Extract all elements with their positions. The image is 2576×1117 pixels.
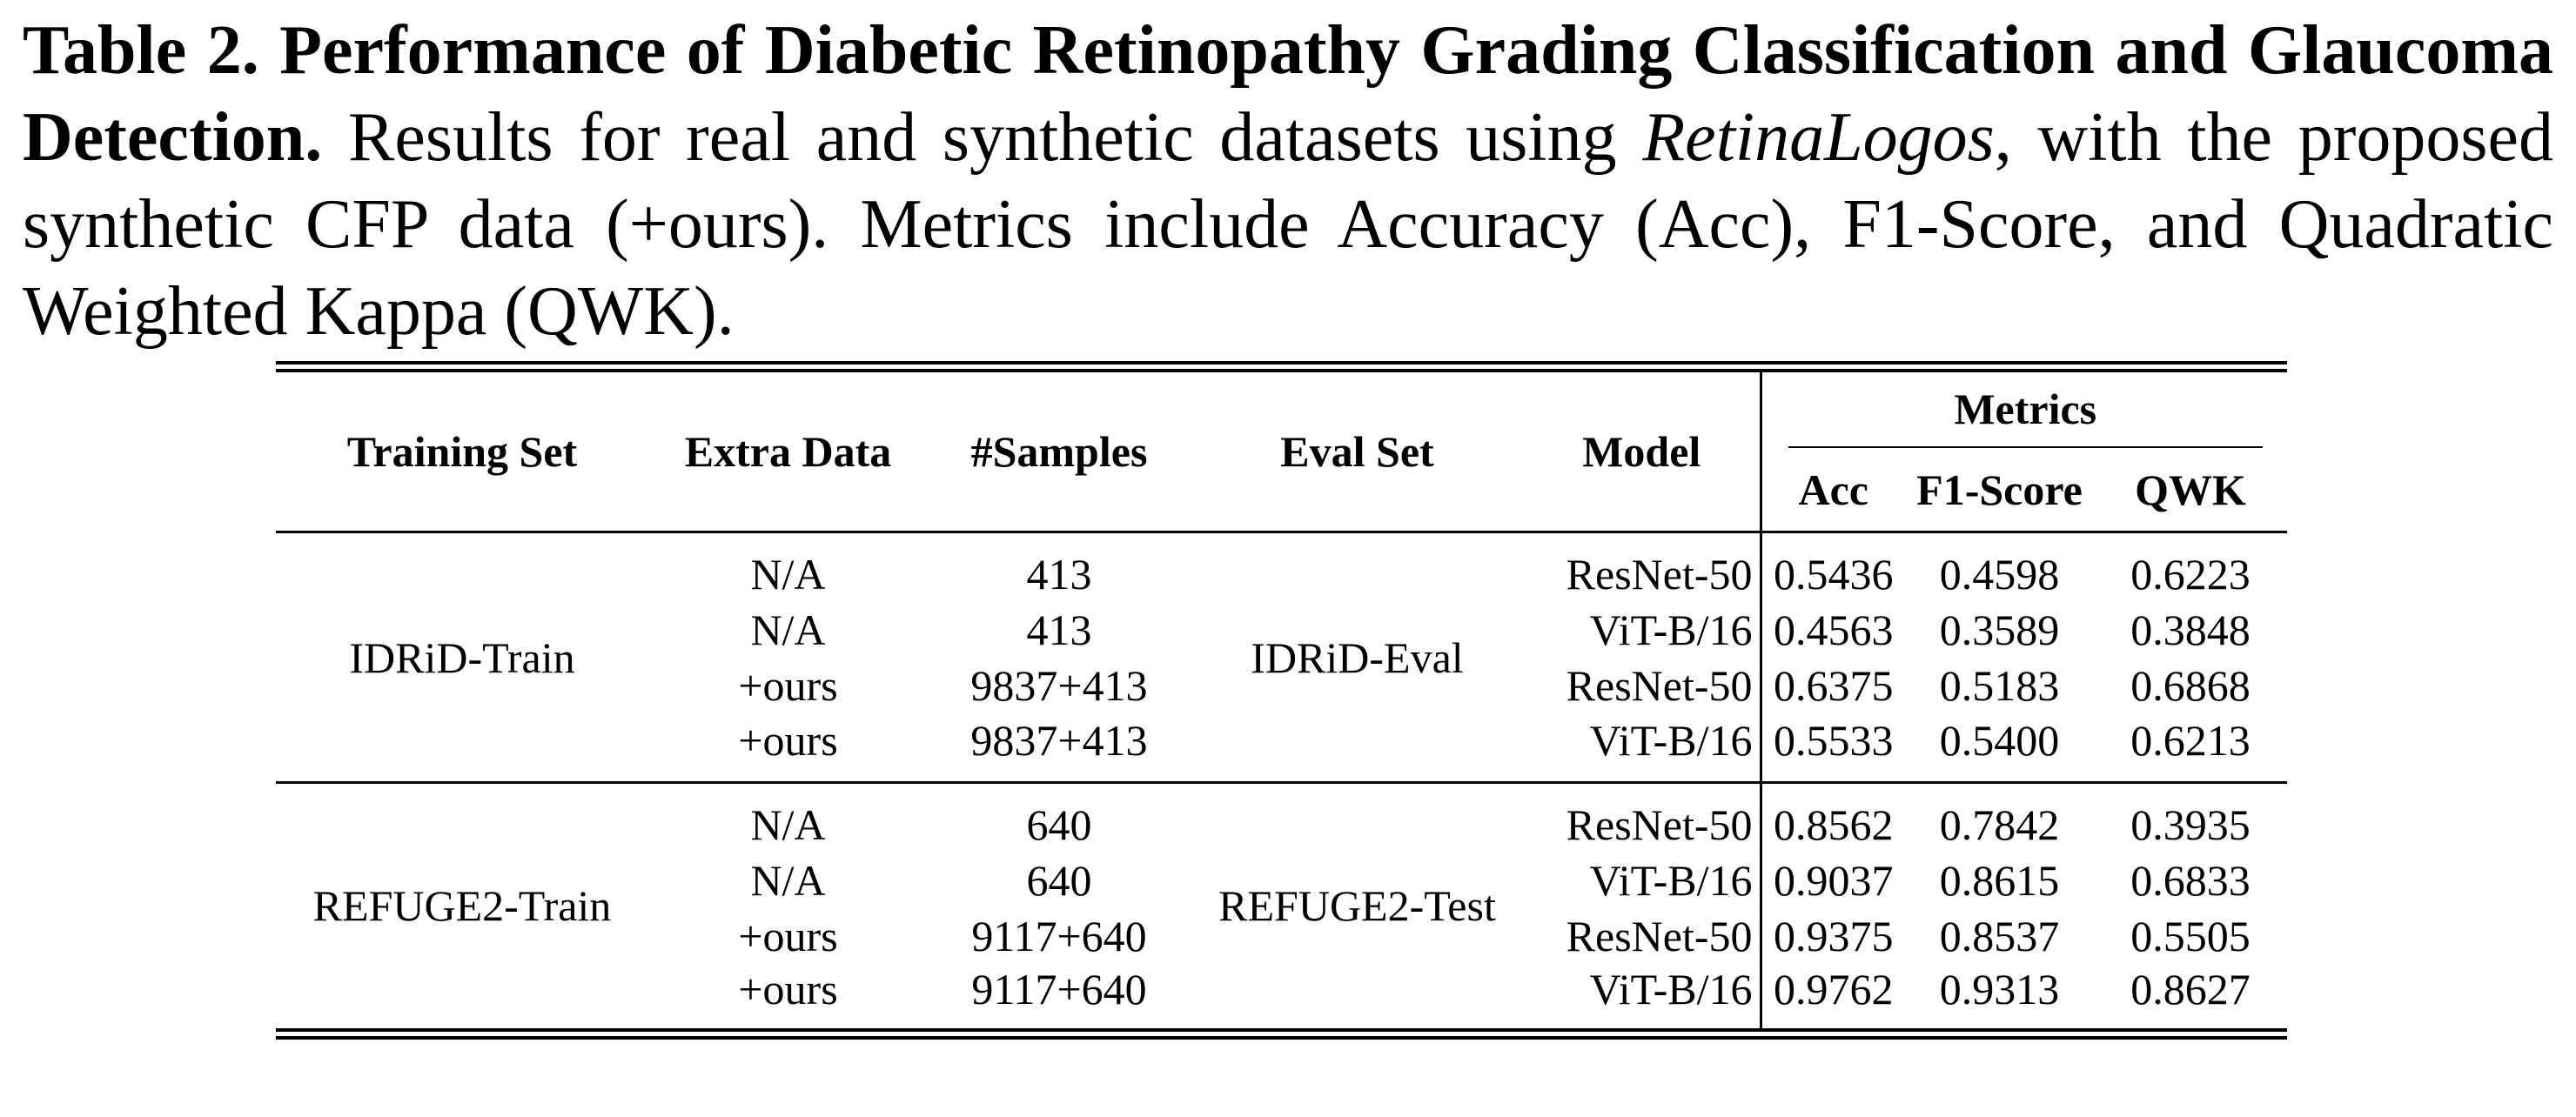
table-cell: 0.5183 (1939, 660, 2060, 710)
table-cell: +ours (738, 660, 838, 710)
table-row: +ours 9837+413 ViT-B/16 0.5533 0.5400 0.6213 (276, 712, 2287, 783)
table-cell: 413 (928, 531, 1191, 602)
table-cell: 0.9037 (1759, 852, 1905, 908)
table-row: +ours 9117+640 ResNet-50 0.9375 0.8537 0.5505 (276, 907, 2287, 964)
table-row: N/A 640 ViT-B/16 0.9037 0.8615 0.6833 (276, 852, 2287, 908)
table-cell: N/A (648, 531, 928, 602)
table-cell: 0.3935 (2094, 781, 2288, 853)
table-cell: 0.6868 (2130, 660, 2251, 710)
caption: Table 2. Performance of Diabetic Retinop… (23, 7, 2553, 355)
table-row: +ours 9837+413 ResNet-50 0.6375 0.5183 0.6868 (276, 657, 2287, 713)
header-cell: #Samples (928, 361, 1191, 532)
table-cell: 0.4598 (1905, 531, 2094, 602)
table-cell: 0.8537 (1939, 911, 2060, 960)
table-cell: 0.9762 (1759, 963, 1905, 1040)
table-cell: 640 (928, 781, 1191, 853)
table-cell: ViT-B/16 (1524, 963, 1761, 1040)
table-cell: ViT-B/16 (1589, 605, 1753, 654)
table-cell: ResNet-50 (1566, 911, 1753, 960)
table-row: N/A 413 ViT-B/16 0.4563 0.3589 0.3848 (276, 601, 2287, 658)
header-cell: Training Set (276, 361, 648, 532)
caption-title: Table 2. Performance of Diabetic Retinop… (23, 12, 2553, 176)
table-cell: 640 (1026, 855, 1092, 905)
table-cell: 0.8615 (1939, 855, 2060, 905)
table-row: +ours 9117+640 ViT-B/16 0.9762 0.9313 0.8627 (276, 963, 2288, 1040)
header-row: Training Set Extra Data #Samples Eval Set Mo… (276, 361, 2288, 532)
table-cell: +ours (738, 911, 838, 960)
table-cell: 9117+640 (971, 911, 1147, 960)
header-row: Acc F1-Score QWK (276, 449, 2287, 532)
table-cell: 0.8627 (2094, 963, 2288, 1040)
eval-set-cell: REFUGE2-Test (1191, 781, 1524, 1040)
table-cell: ResNet-50 (1524, 781, 1761, 853)
results-table: Training Set Extra Data #Samples Eval Set Mo… (276, 361, 2288, 1040)
table-row: IDRiD-Train N/A 413 IDRiD-Eval ResNet-50 0.54… (276, 531, 2288, 783)
table-cell: 0.9313 (1905, 963, 2094, 1040)
caption-text: , with the proposed synthetic CFP data (… (23, 99, 2554, 350)
table-cell: 0.5400 (1939, 715, 2060, 765)
header-cell: Acc (1759, 449, 1905, 532)
table-cell: 9837+413 (970, 660, 1148, 710)
eval-set-cell: IDRiD-Eval (1191, 531, 1524, 783)
header-cell: Eval Set (1191, 361, 1524, 532)
table-cell: ViT-B/16 (1589, 715, 1753, 765)
table-cell: +ours (648, 963, 928, 1040)
training-set-cell: IDRiD-Train (276, 531, 648, 783)
table-row: REFUGE2-Train N/A 640 REFUGE2-Test ResNet-50… (276, 781, 2288, 1040)
table-cell: N/A (750, 605, 826, 654)
table-cell: 0.7842 (1905, 781, 2094, 853)
table-cell: 0.6833 (2130, 855, 2251, 905)
table-cell: 0.3589 (1939, 605, 2060, 654)
header-cell: QWK (2135, 465, 2246, 515)
header-cell: Model (1524, 361, 1761, 532)
table-cell: 0.5505 (2130, 911, 2251, 960)
table-cell: 9117+640 (928, 963, 1191, 1040)
table-cell: 0.4563 (1759, 601, 1905, 658)
table-cell: ResNet-50 (1566, 660, 1753, 710)
table-cell: 0.6213 (2130, 715, 2251, 765)
table-cell: 0.6223 (2094, 531, 2288, 602)
table-cell: 9837+413 (970, 715, 1148, 765)
caption-text: Results for real and synthetic datasets … (347, 99, 1643, 176)
table-cell: 0.5436 (1759, 531, 1905, 602)
table-cell: +ours (738, 715, 838, 765)
table-cell: N/A (648, 781, 928, 853)
header-cell: F1-Score (1916, 465, 2083, 515)
header-cell: Metrics (1759, 361, 2288, 450)
metrics-header: Metrics (1788, 373, 2264, 449)
table-cell: 0.3848 (2130, 605, 2251, 654)
table-cell: 0.5533 (1759, 712, 1905, 783)
table-cell: 0.9375 (1759, 907, 1905, 964)
table-cell: ViT-B/16 (1589, 855, 1753, 905)
table-cell: ResNet-50 (1524, 531, 1761, 602)
caption-italic: RetinaLogos (1642, 99, 1995, 176)
table-cell: N/A (750, 855, 826, 905)
table-cell: 0.6375 (1759, 657, 1905, 713)
training-set-cell: REFUGE2-Train (276, 781, 648, 1040)
table-cell: 0.8562 (1759, 781, 1905, 853)
table-cell: 413 (1026, 605, 1092, 654)
header-cell: Extra Data (648, 361, 928, 532)
